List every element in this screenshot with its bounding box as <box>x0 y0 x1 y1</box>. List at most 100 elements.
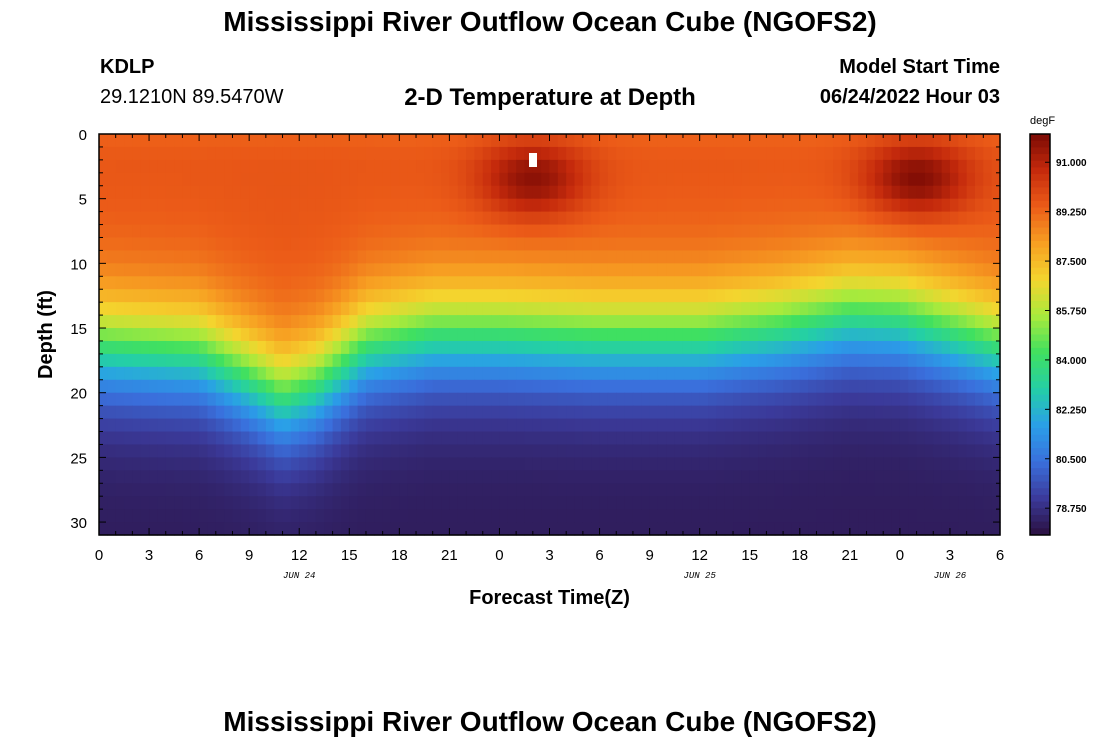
heatmap-cell <box>641 263 651 277</box>
heatmap-cell <box>724 263 734 277</box>
heatmap-cell <box>315 315 325 329</box>
heatmap-cell <box>624 134 634 148</box>
heatmap-cell <box>157 211 167 226</box>
heatmap-cell <box>124 457 133 471</box>
heatmap-cell <box>591 405 601 420</box>
heatmap-cell <box>407 302 417 316</box>
heatmap-cell <box>758 496 767 510</box>
heatmap-cell <box>674 470 684 484</box>
heatmap-cell <box>858 159 868 174</box>
heatmap-cell <box>933 263 943 277</box>
heatmap-cell <box>374 522 384 536</box>
heatmap-cell <box>466 496 476 510</box>
heatmap-cell <box>858 250 868 264</box>
heatmap-cell <box>691 315 701 329</box>
heatmap-cell <box>274 509 284 523</box>
heatmap-cell <box>290 483 300 497</box>
heatmap-cell <box>215 198 225 213</box>
heatmap-cell <box>599 431 609 446</box>
heatmap-cell <box>182 302 192 316</box>
heatmap-cell <box>691 353 701 368</box>
heatmap-cell <box>349 444 359 458</box>
heatmap-cell <box>649 379 659 394</box>
heatmap-cell <box>457 159 467 174</box>
heatmap-cell <box>933 418 943 433</box>
heatmap-cell <box>174 134 184 148</box>
heatmap-cell <box>949 418 959 433</box>
heatmap-cell <box>149 289 158 303</box>
heatmap-cell <box>482 263 492 277</box>
heatmap-cell <box>908 444 918 458</box>
heatmap-cell <box>691 418 701 433</box>
heatmap-cell <box>791 198 801 213</box>
heatmap-cell <box>599 224 609 239</box>
heatmap-cell <box>649 211 659 226</box>
heatmap-cell <box>282 134 292 148</box>
heatmap-cell <box>924 159 934 174</box>
colorbar-segment <box>1030 220 1050 229</box>
heatmap-cell <box>416 211 425 226</box>
heatmap-cell <box>858 211 868 226</box>
heatmap-cell <box>958 146 968 161</box>
heatmap-cell <box>983 509 993 523</box>
heatmap-cell <box>224 509 234 523</box>
heatmap-cell <box>249 340 259 355</box>
heatmap-cell <box>541 250 551 264</box>
heatmap-cell <box>441 198 450 213</box>
heatmap-cell <box>974 457 984 471</box>
heatmap-cell <box>224 431 234 446</box>
heatmap-cell <box>666 509 676 523</box>
heatmap-cell <box>290 211 300 226</box>
heatmap-cell <box>724 211 734 226</box>
heatmap-cell <box>349 392 359 407</box>
heatmap-cell <box>607 185 617 200</box>
heatmap-cell <box>616 418 626 433</box>
heatmap-cell <box>507 483 517 497</box>
heatmap-cell <box>557 522 567 536</box>
heatmap-cell <box>165 457 175 471</box>
heatmap-cell <box>407 224 417 239</box>
heatmap-cell <box>132 224 142 239</box>
heatmap-cell <box>390 211 400 226</box>
heatmap-cell <box>157 134 167 148</box>
heatmap-cell <box>566 470 576 484</box>
heatmap-cell <box>657 444 667 458</box>
heatmap-cell <box>858 444 868 458</box>
heatmap-cell <box>974 159 984 174</box>
heatmap-cell <box>983 457 993 471</box>
heatmap-cell <box>424 483 434 497</box>
heatmap-cell <box>307 379 317 394</box>
heatmap-cell <box>524 289 534 303</box>
heatmap-cell <box>516 185 526 200</box>
heatmap-cell <box>365 328 375 342</box>
heatmap-cell <box>983 340 993 355</box>
heatmap-cell <box>99 263 108 277</box>
heatmap-cell <box>774 159 784 174</box>
colorbar-segment <box>1030 481 1050 489</box>
heatmap-cell <box>374 315 384 329</box>
heatmap-cell <box>966 353 976 368</box>
heatmap-cell <box>741 159 751 174</box>
heatmap-cell <box>115 457 125 471</box>
colorbar: 91.00089.25087.50085.75084.00082.25080.5… <box>1029 115 1087 536</box>
heatmap-cell <box>708 496 717 510</box>
heatmap-cell <box>582 522 592 536</box>
heatmap-cell <box>599 315 609 329</box>
heatmap-cell <box>849 302 859 316</box>
heatmap-cell <box>582 146 592 161</box>
heatmap-cell <box>507 470 517 484</box>
heatmap-cell <box>716 237 726 252</box>
heatmap-cell <box>249 328 259 342</box>
heatmap-cell <box>833 211 843 226</box>
heatmap-cell <box>941 366 951 381</box>
heatmap-cell <box>390 224 400 239</box>
colorbar-tick-label: 80.500 <box>1056 455 1087 466</box>
heatmap-cell <box>766 302 776 316</box>
heatmap-cell <box>607 172 617 187</box>
heatmap-cell <box>774 457 784 471</box>
heatmap-cell <box>315 198 325 213</box>
heatmap-cell <box>374 237 384 252</box>
heatmap-cell <box>315 276 325 290</box>
heatmap-cell <box>265 379 275 394</box>
heatmap-cell <box>899 379 909 394</box>
